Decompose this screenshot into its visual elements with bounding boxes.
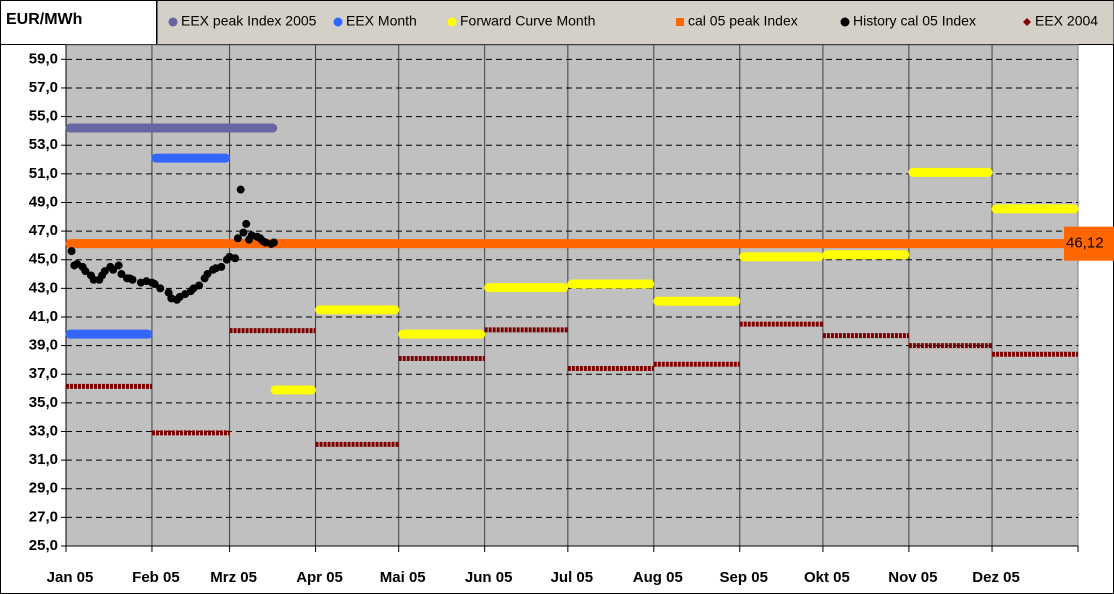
y-tick-label: 27,0 bbox=[29, 508, 58, 525]
scatter-point bbox=[217, 262, 226, 271]
legend-marker bbox=[676, 18, 684, 26]
scatter-point bbox=[156, 284, 165, 293]
x-tick-label: Nov 05 bbox=[888, 569, 937, 586]
y-tick-label: 57,0 bbox=[29, 79, 58, 96]
legend-label: History cal 05 Index bbox=[853, 13, 976, 29]
y-tick-label: 31,0 bbox=[29, 451, 58, 468]
y-tick-label: 55,0 bbox=[29, 108, 58, 125]
legend-label: Forward Curve Month bbox=[460, 13, 595, 29]
legend-marker bbox=[1023, 18, 1031, 26]
scatter-point bbox=[150, 280, 159, 289]
y-tick-label: 47,0 bbox=[29, 222, 58, 239]
x-tick-label: Sep 05 bbox=[720, 569, 768, 586]
y-tick-label: 49,0 bbox=[29, 193, 58, 210]
legend-marker bbox=[333, 17, 343, 27]
scatter-point bbox=[269, 238, 278, 247]
y-tick-label: 33,0 bbox=[29, 422, 58, 439]
y-unit-label: EUR/MWh bbox=[6, 11, 82, 28]
value-label-box bbox=[1064, 226, 1114, 261]
scatter-point bbox=[203, 270, 212, 279]
legend-label: EEX 2004 bbox=[1035, 13, 1098, 29]
y-tick-label: 51,0 bbox=[29, 165, 58, 182]
x-tick-label: Jun 05 bbox=[465, 569, 513, 586]
x-tick-label: Aug 05 bbox=[633, 569, 683, 586]
legend-label: cal 05 peak Index bbox=[688, 13, 798, 29]
scatter-point bbox=[89, 275, 98, 284]
y-tick-label: 35,0 bbox=[29, 394, 58, 411]
legend-marker bbox=[168, 17, 178, 27]
y-tick-label: 45,0 bbox=[29, 251, 58, 268]
scatter-point bbox=[67, 247, 76, 256]
scatter-point bbox=[100, 267, 109, 276]
legend-label: EEX peak Index 2005 bbox=[181, 13, 317, 29]
scatter-point bbox=[81, 267, 90, 276]
legend-marker bbox=[447, 17, 457, 27]
x-tick-label: Jan 05 bbox=[47, 569, 94, 586]
x-tick-label: Dez 05 bbox=[972, 569, 1020, 586]
scatter-point bbox=[239, 228, 248, 237]
y-tick-label: 53,0 bbox=[29, 136, 58, 153]
x-tick-label: Jul 05 bbox=[551, 569, 594, 586]
scatter-point bbox=[236, 185, 245, 194]
y-tick-label: 43,0 bbox=[29, 279, 58, 296]
scatter-point bbox=[231, 254, 240, 263]
y-tick-label: 29,0 bbox=[29, 480, 58, 497]
x-tick-label: Okt 05 bbox=[804, 569, 850, 586]
unit-box bbox=[0, 0, 157, 45]
scatter-point bbox=[109, 265, 118, 274]
x-tick-label: Mai 05 bbox=[380, 569, 426, 586]
scatter-point bbox=[114, 261, 123, 270]
legend-label: EEX Month bbox=[346, 13, 417, 29]
scatter-point bbox=[128, 275, 137, 284]
y-tick-label: 37,0 bbox=[29, 365, 58, 382]
y-tick-label: 39,0 bbox=[29, 337, 58, 354]
y-tick-label: 41,0 bbox=[29, 308, 58, 325]
value-label: 46,12 bbox=[1066, 235, 1104, 252]
scatter-point bbox=[242, 219, 251, 228]
y-tick-label: 59,0 bbox=[29, 50, 58, 67]
scatter-point bbox=[195, 281, 204, 290]
x-tick-label: Mrz 05 bbox=[210, 569, 257, 586]
legend-marker bbox=[840, 17, 850, 27]
scatter-point bbox=[117, 270, 126, 279]
x-tick-label: Feb 05 bbox=[132, 569, 180, 586]
plot-area bbox=[65, 44, 1079, 547]
y-tick-label: 25,0 bbox=[29, 537, 58, 554]
x-tick-label: Apr 05 bbox=[296, 569, 343, 586]
scatter-point bbox=[233, 234, 242, 243]
